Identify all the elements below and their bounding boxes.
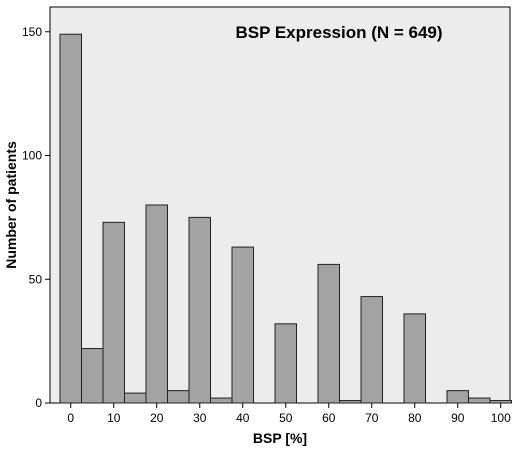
bar-25	[167, 390, 190, 404]
y-tick-label-50: 50	[29, 272, 43, 286]
bar-40	[231, 246, 254, 404]
bar-30	[188, 216, 211, 404]
x-tick-label-20: 20	[150, 411, 164, 425]
y-axis: 0 50 100 150	[22, 25, 50, 410]
bar-70	[360, 296, 383, 404]
bar-100	[489, 400, 512, 404]
bar-95	[468, 397, 491, 404]
x-tick-label-70: 70	[365, 411, 379, 425]
bar-10	[102, 221, 125, 404]
x-tick-label-90: 90	[451, 411, 465, 425]
x-tick-label-30: 30	[193, 411, 207, 425]
x-tick-label-80: 80	[408, 411, 422, 425]
y-tick-label-100: 100	[22, 149, 42, 163]
x-axis: 0 10 20 30 40 50 60 70 80 90 100	[67, 403, 511, 425]
x-axis-title: BSP [%]	[253, 430, 307, 446]
x-tick-label-50: 50	[279, 411, 293, 425]
bar-80	[403, 313, 426, 404]
bar-0	[59, 33, 82, 404]
bar-20	[145, 204, 168, 404]
x-tick-label-100: 100	[491, 411, 511, 425]
x-tick-label-0: 0	[67, 411, 74, 425]
bar-60	[317, 263, 340, 404]
bar-50	[274, 323, 297, 404]
y-tick-label-150: 150	[22, 25, 42, 39]
x-tick-label-10: 10	[107, 411, 121, 425]
y-tick-label-0: 0	[35, 396, 42, 410]
y-axis-title: Number of patients	[3, 141, 19, 269]
bar-90	[446, 390, 469, 404]
chart-title: BSP Expression (N = 649)	[235, 23, 442, 42]
bar-5	[81, 348, 104, 404]
x-tick-label-40: 40	[236, 411, 250, 425]
x-tick-label-60: 60	[322, 411, 336, 425]
bar-15	[124, 392, 147, 404]
bar-35	[210, 397, 233, 404]
bar-65	[339, 400, 362, 404]
bars-group	[59, 33, 512, 404]
